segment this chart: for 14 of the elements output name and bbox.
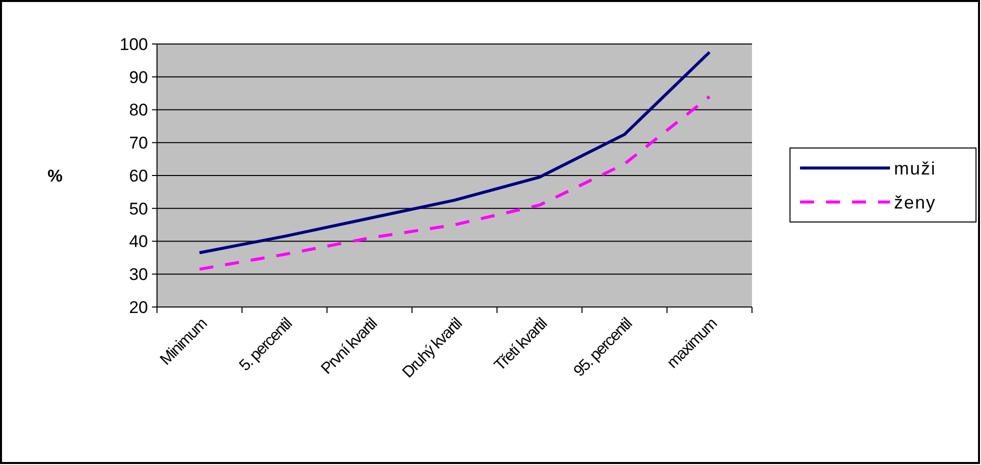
y-tick-label: 30: [129, 265, 148, 284]
y-tick-label: 40: [129, 232, 148, 252]
y-tick-label: 90: [129, 68, 148, 87]
legend-label: muži: [894, 158, 936, 178]
y-tick-label: 100: [120, 34, 148, 54]
y-tick-label: 80: [129, 100, 148, 120]
line-series: [198, 95, 711, 271]
y-tick-label: 70: [129, 134, 148, 153]
y-axis-title: %: [47, 166, 63, 186]
line-series: [198, 50, 711, 254]
y-tick-label: 50: [129, 199, 148, 218]
y-tick-label: 20: [129, 298, 148, 317]
y-tick-label: 60: [129, 166, 148, 186]
legend-label: ženy: [894, 192, 936, 212]
